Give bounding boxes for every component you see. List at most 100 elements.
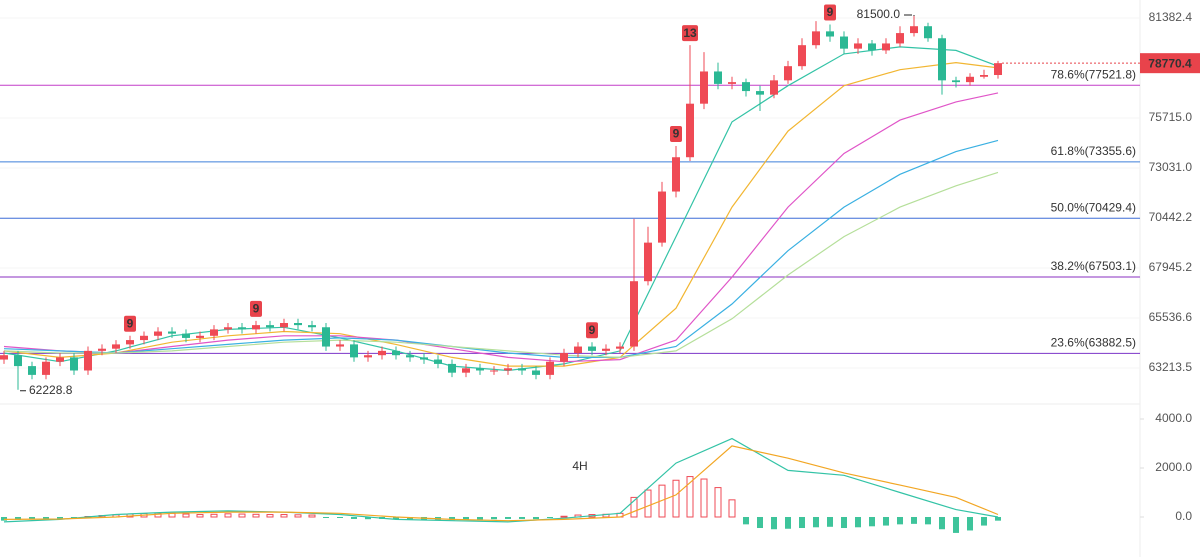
histogram-bar: [196, 514, 204, 518]
histogram-bar: [981, 516, 987, 526]
candle-body: [448, 363, 456, 373]
candle-body: [728, 82, 736, 84]
ma-line: [3, 139, 999, 358]
candle-body: [826, 31, 834, 37]
sequence-marker: [824, 4, 836, 21]
histogram-bar: [995, 516, 1001, 521]
candle-body: [98, 348, 106, 351]
sequence-marker-label: 9: [589, 323, 596, 337]
histogram-bar: [351, 516, 357, 519]
candle-body: [798, 45, 806, 67]
histogram-bar: [672, 479, 680, 518]
histogram-bar: [252, 513, 260, 518]
candle-body: [476, 368, 484, 371]
candle-body: [196, 335, 204, 338]
candle-body: [742, 82, 750, 92]
sequence-marker: [670, 125, 682, 142]
histogram-bar: [827, 516, 833, 527]
candle-body: [308, 325, 316, 328]
histogram-bar: [813, 516, 819, 528]
candle-body: [994, 63, 1002, 76]
fib-label: 38.2%(67503.1): [1051, 259, 1136, 273]
candle-body: [350, 344, 358, 358]
histogram-bar: [533, 516, 539, 520]
candle-body: [406, 355, 414, 358]
histogram-bar: [700, 478, 708, 518]
candle-body: [644, 242, 652, 282]
histogram-bar: [967, 516, 973, 531]
candle-body: [378, 350, 386, 356]
histogram-bar: [449, 516, 455, 521]
histogram-bar: [953, 516, 959, 533]
candle-body: [910, 26, 918, 34]
candle-body: [168, 331, 176, 334]
candle-body: [784, 66, 792, 81]
sequence-marker: [586, 322, 598, 339]
candle-body: [966, 76, 974, 83]
sequence-marker-label: 9: [127, 316, 134, 330]
histogram-bar: [869, 516, 875, 527]
histogram-bar: [728, 499, 736, 518]
candle-body: [182, 333, 190, 338]
ma-line: [3, 171, 999, 359]
histogram-bar: [224, 513, 232, 518]
candle-body: [504, 368, 512, 371]
last-price-tag: [1140, 53, 1200, 74]
candle-body: [84, 350, 92, 371]
candle-body: [574, 346, 582, 354]
histogram-bar: [280, 514, 288, 518]
histogram-bar: [743, 516, 749, 525]
y-tick-label: 75715.0: [1149, 110, 1193, 124]
sequence-marker: [682, 25, 698, 42]
histogram-bar: [925, 516, 931, 525]
histogram-bar: [560, 515, 568, 518]
y-tick-label: 65536.6: [1149, 310, 1193, 324]
y-tick-label: 73031.0: [1149, 160, 1193, 174]
candle-body: [588, 346, 596, 351]
sequence-marker: [124, 315, 136, 332]
histogram-bar: [757, 516, 763, 529]
candle-body: [14, 355, 22, 367]
candle-body: [854, 43, 862, 49]
candle-body: [602, 348, 610, 351]
candle-body: [616, 346, 624, 349]
histogram-bar: [407, 516, 413, 520]
histogram-bar: [505, 516, 511, 519]
candle-body: [868, 43, 876, 51]
candle-body: [280, 323, 288, 328]
histogram-bar: [57, 516, 63, 519]
candle-body: [70, 357, 78, 371]
histogram-bar: [519, 516, 525, 519]
fib-label: 78.6%(77521.8): [1051, 67, 1136, 81]
candle-body: [672, 157, 680, 192]
sequence-marker-label: 9: [827, 5, 834, 19]
histogram-bar: [463, 516, 469, 520]
high-label: 81500.0: [857, 7, 901, 21]
macd-line: [3, 445, 999, 522]
histogram-bar: [897, 516, 903, 525]
histogram-bar: [855, 516, 861, 528]
histogram-bar: [323, 516, 329, 518]
candle-body: [266, 325, 274, 328]
candle-body: [210, 329, 218, 336]
candle-body: [322, 327, 330, 347]
histogram-bar: [365, 516, 371, 520]
histogram-bar: [686, 476, 694, 518]
low-label: 62228.8: [29, 383, 73, 397]
candle-body: [700, 71, 708, 104]
histogram-bar: [785, 516, 791, 529]
histogram-bar: [15, 516, 21, 520]
candle-body: [630, 281, 638, 347]
histogram-bar: [182, 513, 190, 518]
histogram-bar: [644, 489, 652, 518]
candle-body: [756, 91, 764, 95]
sequence-marker-label: 9: [253, 302, 260, 316]
y-tick-label: 63213.5: [1149, 360, 1193, 374]
histogram-bar: [266, 514, 274, 518]
fib-label: 23.6%(63882.5): [1051, 336, 1136, 350]
histogram-bar: [883, 516, 889, 526]
histogram-bar: [630, 496, 638, 518]
candle-body: [812, 31, 820, 46]
